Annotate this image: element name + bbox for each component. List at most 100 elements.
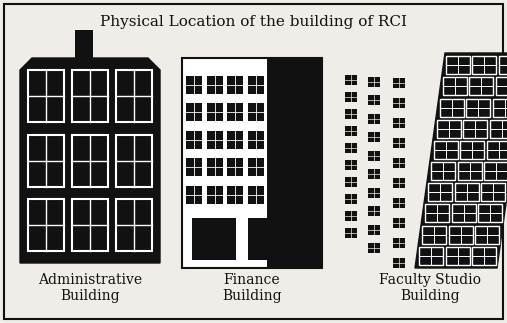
Bar xyxy=(247,103,264,121)
Bar xyxy=(481,183,505,201)
Bar xyxy=(182,58,268,268)
Bar xyxy=(393,178,405,188)
Bar xyxy=(247,185,264,203)
Bar xyxy=(187,103,202,121)
Bar xyxy=(368,95,380,105)
Bar xyxy=(345,211,357,221)
Bar xyxy=(443,78,467,95)
Bar xyxy=(393,118,405,128)
Bar xyxy=(452,204,476,223)
Bar xyxy=(368,113,380,123)
Bar xyxy=(345,228,357,238)
Bar xyxy=(345,194,357,204)
Bar xyxy=(493,99,507,117)
Bar xyxy=(345,160,357,170)
Bar xyxy=(75,30,93,58)
Bar xyxy=(393,78,405,88)
Bar xyxy=(116,70,152,122)
Bar xyxy=(345,109,357,119)
Bar xyxy=(248,218,292,260)
Text: Faculty Studio
Building: Faculty Studio Building xyxy=(379,273,481,303)
Bar xyxy=(368,224,380,234)
Bar xyxy=(368,206,380,216)
Bar xyxy=(227,158,243,176)
Bar xyxy=(368,77,380,87)
Bar xyxy=(345,177,357,187)
Bar xyxy=(393,198,405,208)
Bar xyxy=(457,162,482,180)
Bar xyxy=(466,99,490,117)
Bar xyxy=(393,158,405,168)
Bar xyxy=(187,185,202,203)
Bar xyxy=(478,204,502,223)
Text: Physical Location of the building of RCI: Physical Location of the building of RCI xyxy=(99,15,407,29)
Bar xyxy=(116,134,152,186)
Bar xyxy=(227,130,243,149)
Bar xyxy=(368,187,380,197)
Bar xyxy=(187,130,202,149)
Bar xyxy=(28,199,64,251)
Bar xyxy=(207,158,223,176)
Bar xyxy=(499,56,507,74)
Text: Finance
Building: Finance Building xyxy=(222,273,282,303)
Bar xyxy=(446,247,469,265)
Bar xyxy=(475,226,499,244)
Bar xyxy=(345,92,357,102)
Bar xyxy=(484,162,507,180)
Bar xyxy=(207,103,223,121)
Bar xyxy=(422,226,446,244)
Bar xyxy=(419,247,443,265)
Bar xyxy=(393,258,405,268)
Bar xyxy=(345,143,357,153)
Bar xyxy=(469,78,493,95)
Bar xyxy=(425,204,449,223)
Bar xyxy=(187,158,202,176)
Bar xyxy=(428,183,452,201)
Bar xyxy=(434,141,458,159)
Bar xyxy=(268,58,322,268)
Bar xyxy=(487,141,507,159)
Bar xyxy=(72,134,108,186)
Bar xyxy=(393,218,405,228)
Bar xyxy=(247,158,264,176)
Bar xyxy=(247,130,264,149)
Bar xyxy=(345,75,357,85)
Bar xyxy=(182,58,322,268)
Bar xyxy=(227,76,243,93)
Bar xyxy=(431,162,455,180)
Bar xyxy=(187,76,202,93)
Bar xyxy=(116,199,152,251)
Bar xyxy=(455,183,479,201)
Bar xyxy=(460,141,485,159)
Bar xyxy=(28,134,64,186)
Bar xyxy=(227,103,243,121)
Bar xyxy=(463,120,487,138)
Bar xyxy=(368,151,380,161)
Bar xyxy=(345,126,357,136)
Bar xyxy=(207,130,223,149)
Bar xyxy=(472,247,496,265)
Bar xyxy=(496,78,507,95)
Bar xyxy=(490,120,507,138)
Bar xyxy=(449,226,473,244)
Bar xyxy=(368,243,380,253)
Bar xyxy=(192,218,236,260)
Polygon shape xyxy=(415,53,507,268)
Bar xyxy=(227,185,243,203)
Bar xyxy=(393,98,405,108)
Bar xyxy=(393,138,405,148)
Bar xyxy=(440,99,464,117)
Bar xyxy=(473,56,496,74)
Bar xyxy=(207,76,223,93)
Bar xyxy=(446,56,470,74)
Text: Administrative
Building: Administrative Building xyxy=(38,273,142,303)
Bar xyxy=(368,169,380,179)
Bar xyxy=(72,199,108,251)
Bar xyxy=(437,120,461,138)
Bar xyxy=(368,132,380,142)
Bar xyxy=(72,70,108,122)
Polygon shape xyxy=(20,58,160,263)
Bar xyxy=(393,238,405,248)
Bar xyxy=(28,70,64,122)
Bar xyxy=(207,185,223,203)
